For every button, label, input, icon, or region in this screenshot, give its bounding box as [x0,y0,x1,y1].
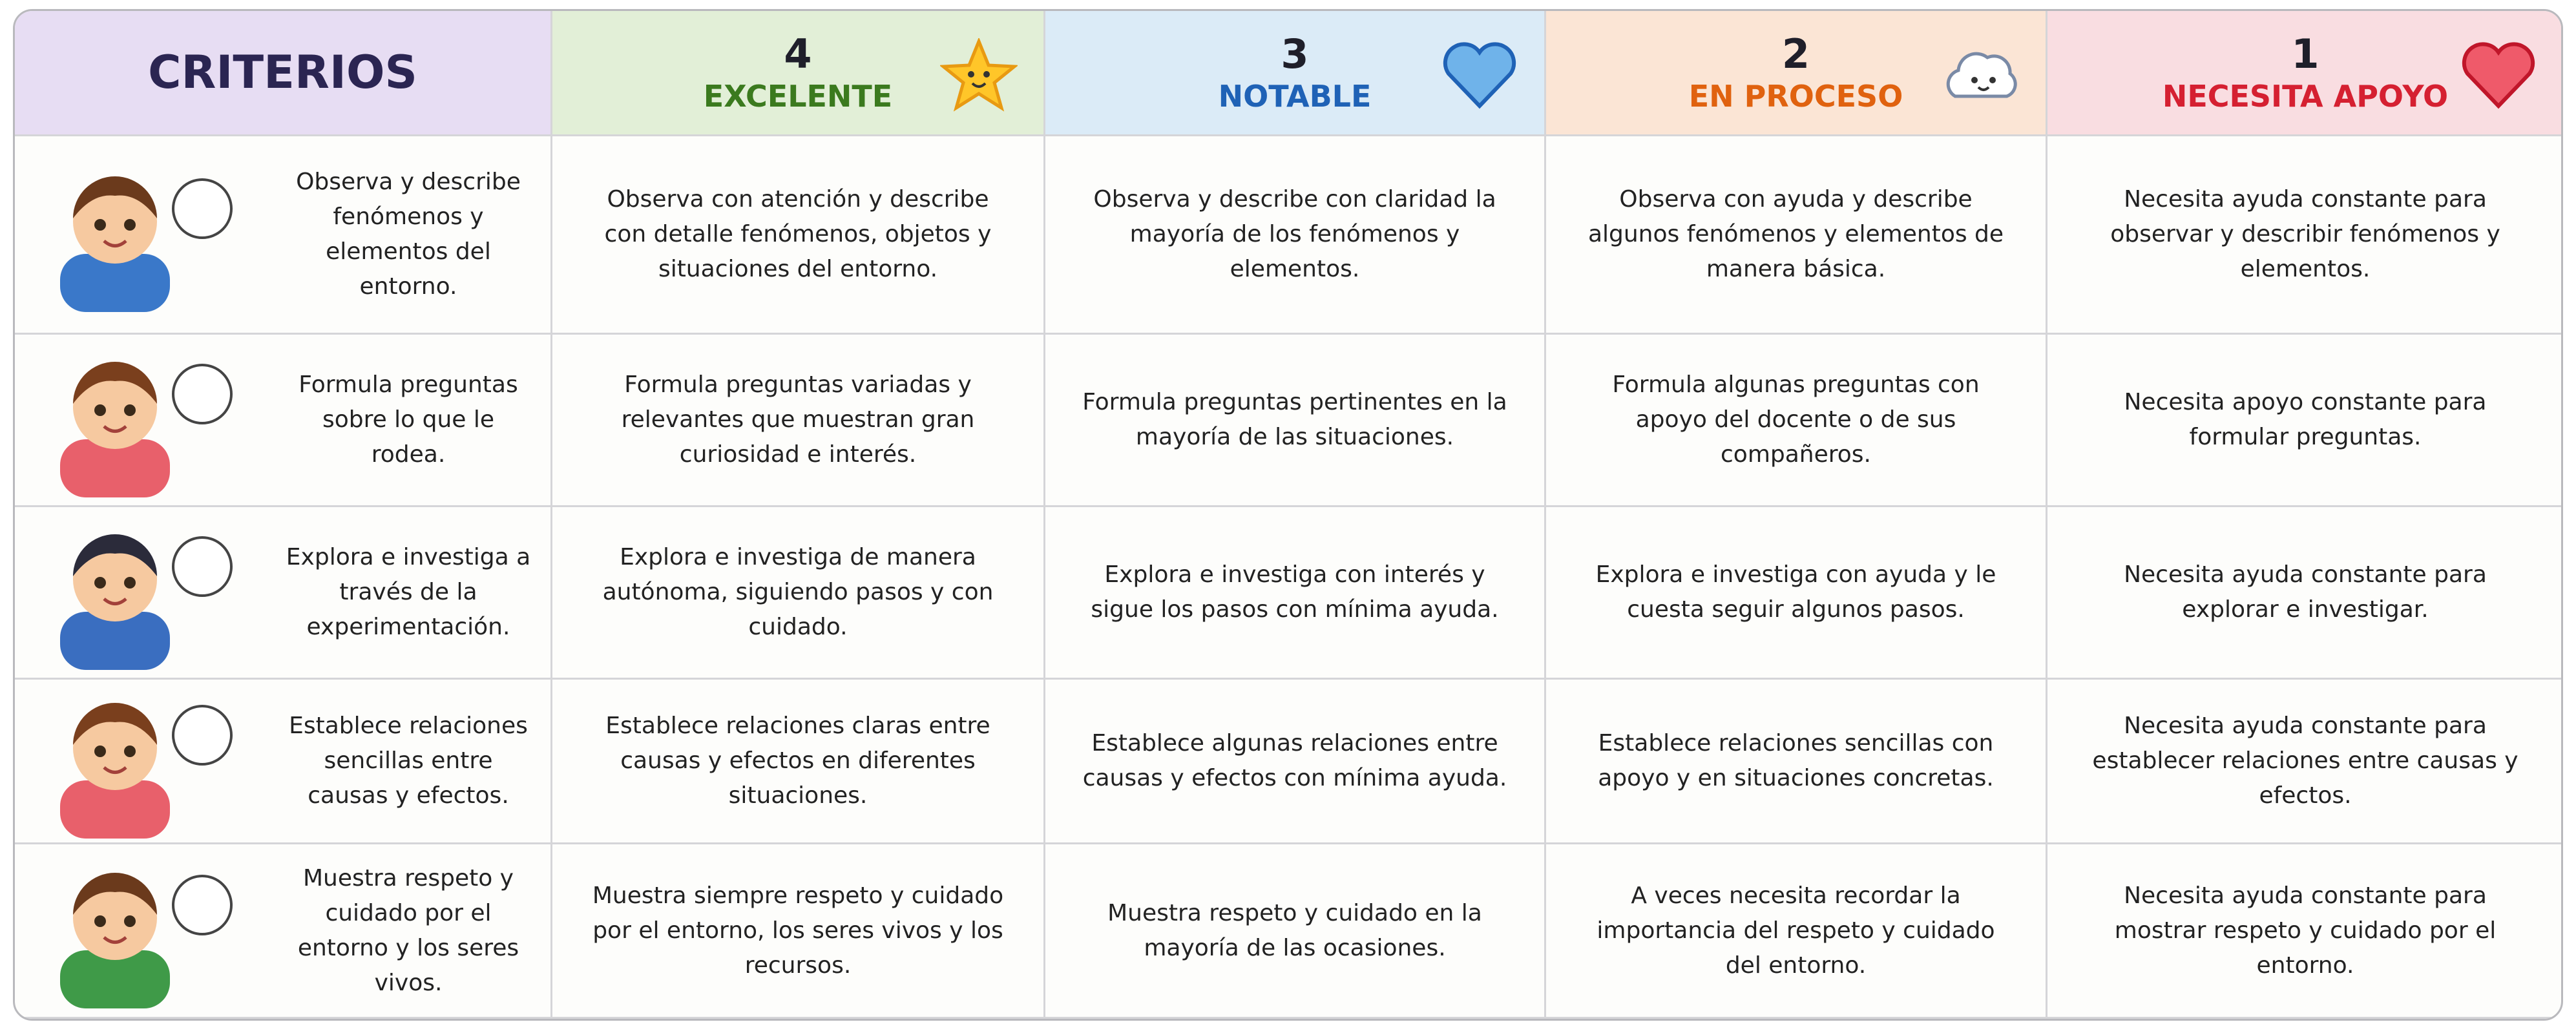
child-illustration [60,176,233,312]
descriptor-cell: Observa y describe con claridad la mayor… [1045,136,1546,335]
descriptor-cell: Necesita apoyo constante para formular p… [2047,335,2561,507]
descriptor-cell: Explora e investiga de manera autónoma, … [552,507,1045,680]
criterion-text: Muestra respeto y cuidado por el entorno… [297,864,519,996]
child-illustration [60,703,233,839]
descriptor-cell: Formula preguntas variadas y relevantes … [552,335,1045,507]
child-illustration [60,872,233,1008]
descriptor-cell: Muestra siempre respeto y cuidado por el… [552,844,1045,1019]
criterion-text: Establece relaciones sencillas entre cau… [289,713,528,809]
descriptor-cell: Necesita ayuda constante para establecer… [2047,680,2561,844]
descriptor-cell: Establece relaciones claras entre causas… [552,680,1045,844]
header-level: 3 NOTABLE [1045,11,1546,136]
level-number: 3 [1281,30,1309,78]
child-illustration [60,362,233,497]
level-label: EXCELENTE [703,79,893,114]
criterion-cell: Establece relaciones sencillas entre cau… [15,680,552,844]
descriptor-cell: Establece algunas relaciones entre causa… [1045,680,1546,844]
level-number: 4 [784,30,812,78]
descriptor-cell: Observa con atención y describe con deta… [552,136,1045,335]
criterion-cell: Explora e investiga a través de la exper… [15,507,552,680]
level-label: NECESITA APOYO [2162,79,2449,114]
descriptor-cell: Explora e investiga con ayuda y le cuest… [1546,507,2047,680]
child-illustration [60,534,233,670]
header-level: 4 EXCELENTE [552,11,1045,136]
descriptor-cell: Establece relaciones sencillas con apoyo… [1546,680,2047,844]
header-level: 1 NECESITA APOYO [2047,11,2561,136]
descriptor-cell: Necesita ayuda constante para mostrar re… [2047,844,2561,1019]
level-number: 2 [1781,30,1810,78]
descriptor-cell: Formula preguntas pertinentes en la mayo… [1045,335,1546,507]
descriptor-cell: Observa con ayuda y describe algunos fen… [1546,136,2047,335]
descriptor-cell: Necesita ayuda constante para observar y… [2047,136,2561,335]
header-level: 2 EN PROCESO [1546,11,2047,136]
level-label: EN PROCESO [1688,79,1903,114]
descriptor-cell: A veces necesita recordar la importancia… [1546,844,2047,1019]
criterion-text: Formula preguntas sobre lo que le rodea. [298,371,518,468]
descriptor-cell: Muestra respeto y cuidado en la mayoría … [1045,844,1546,1019]
level-icon [1946,52,2017,98]
rubric-table: CRITERIOS 4 EXCELENTE 3 NOTABLE 2 EN PROCESO 1 N… [13,9,2563,1021]
descriptor-cell: Explora e investiga con interés y sigue … [1045,507,1546,680]
criterion-text: Explora e investiga a través de la exper… [286,544,531,640]
header-criterios: CRITERIOS [15,11,552,136]
criterion-cell: Muestra respeto y cuidado por el entorno… [15,844,552,1019]
level-icon [940,38,1018,112]
criterion-cell: Observa y describe fenómenos y elementos… [15,136,552,335]
descriptor-cell: Necesita ayuda constante para explorar e… [2047,507,2561,680]
descriptor-cell: Formula algunas preguntas con apoyo del … [1546,335,2047,507]
level-label: NOTABLE [1218,79,1372,114]
level-icon [1443,42,1516,109]
criterion-text: Observa y describe fenómenos y elementos… [296,169,521,300]
level-icon [2462,42,2535,109]
level-number: 1 [2291,30,2319,78]
criterion-cell: Formula preguntas sobre lo que le rodea. [15,335,552,507]
